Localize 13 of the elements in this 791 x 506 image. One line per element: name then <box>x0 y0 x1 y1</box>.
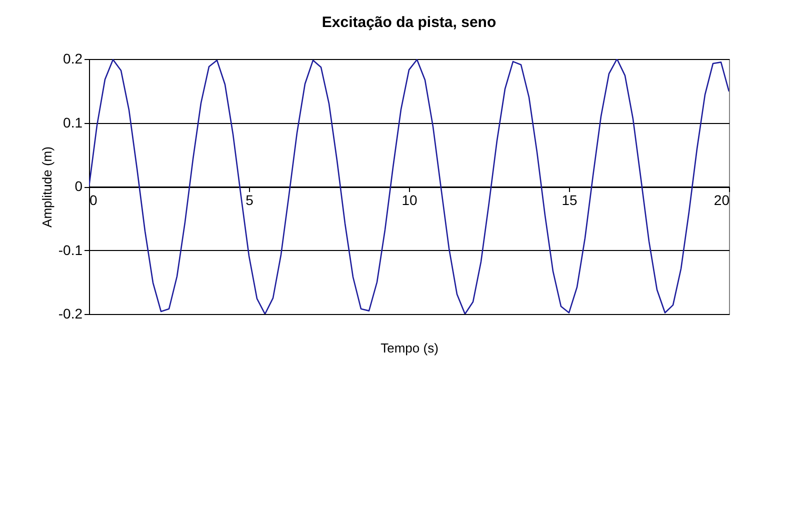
y-tick-label: 0.1 <box>63 114 83 130</box>
x-tick-label: 20 <box>714 192 730 208</box>
y-axis-title: Amplitude (m) <box>39 146 54 228</box>
x-tick-label: 15 <box>562 192 578 208</box>
x-axis-title: Tempo (s) <box>380 340 438 356</box>
x-tick-label: 10 <box>402 192 418 208</box>
chart-title: Excitação da pista, seno <box>322 14 496 31</box>
x-tick-label: 5 <box>246 192 254 208</box>
y-tick-label: 0 <box>74 178 83 194</box>
y-tick-label: 0.2 <box>63 50 83 66</box>
y-tick-label: -0.1 <box>58 242 83 258</box>
x-tick-label: 0 <box>90 192 98 208</box>
y-tick-label: -0.2 <box>58 306 83 322</box>
